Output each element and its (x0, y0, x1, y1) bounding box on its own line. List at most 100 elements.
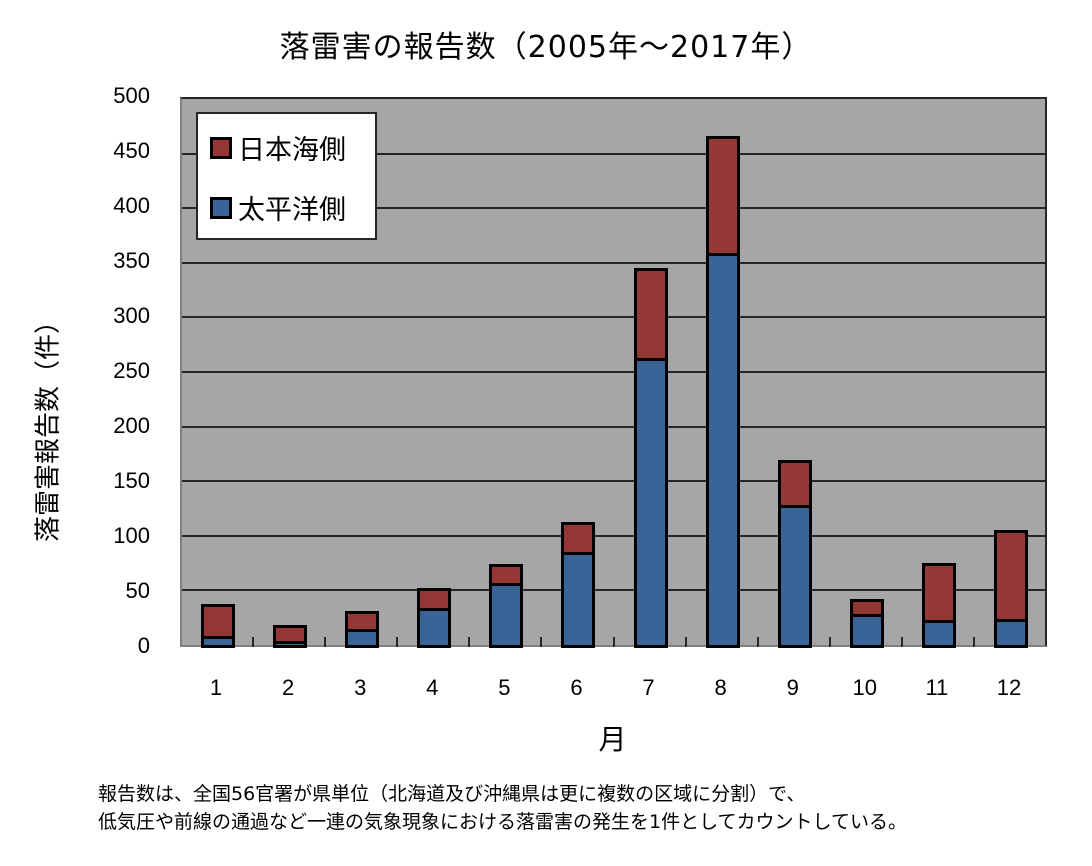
segment-japan-sea (492, 567, 521, 585)
segment-divider (780, 505, 809, 509)
segment-japan-sea (348, 614, 377, 631)
segment-divider (996, 618, 1025, 622)
x-tick-label: 4 (426, 675, 439, 700)
segment-divider (636, 358, 665, 361)
gridline (182, 589, 1045, 592)
segment-pacific (564, 554, 593, 645)
segment-pacific (780, 507, 809, 645)
segment-japan-sea (852, 602, 881, 616)
gridline (182, 316, 1045, 319)
segment-divider (492, 582, 521, 586)
x-tick-mark (900, 637, 903, 647)
bar-month-2 (273, 625, 308, 648)
y-tick-label: 0 (137, 633, 150, 658)
segment-japan-sea (636, 271, 665, 360)
x-tick-label: 5 (498, 675, 511, 700)
footnote-line-2: 低気圧や前線の通過など一連の気象現象における落雷害の発生を1件としてカウントして… (98, 811, 907, 833)
bar-month-8 (705, 136, 740, 648)
segment-japan-sea (276, 628, 305, 643)
x-tick-mark (468, 637, 471, 647)
legend-swatch-japan-sea (210, 136, 232, 159)
y-tick-label: 400 (113, 193, 150, 218)
x-tick-label: 8 (714, 675, 727, 700)
x-tick-mark (540, 637, 543, 647)
gridline (182, 261, 1045, 264)
bar-month-6 (561, 521, 596, 648)
y-tick-label: 450 (113, 138, 150, 163)
segment-japan-sea (204, 606, 233, 639)
legend-item-pacific: 太平洋側 (210, 188, 346, 227)
legend-item-japan-sea: 日本海側 (210, 128, 346, 167)
x-tick-label: 3 (354, 675, 367, 700)
x-tick-label: 2 (282, 675, 295, 700)
x-tick-mark (324, 637, 327, 647)
segment-japan-sea (420, 591, 449, 611)
segment-pacific (996, 620, 1025, 645)
segment-divider (420, 608, 449, 612)
segment-pacific (276, 642, 305, 645)
x-tick-label: 1 (209, 675, 223, 700)
segment-pacific (708, 255, 737, 645)
x-tick-mark (612, 637, 615, 647)
x-tick-label: 12 (996, 675, 1022, 700)
y-tick-label: 250 (113, 358, 150, 383)
bar-month-11 (921, 563, 956, 648)
y-tick-label: 500 (113, 83, 150, 108)
bar-month-3 (345, 611, 380, 648)
x-tick-label: 6 (570, 675, 583, 700)
bar-month-4 (417, 588, 452, 648)
segment-divider (708, 253, 737, 257)
segment-divider (204, 636, 233, 640)
legend-label-pacific: 太平洋側 (238, 195, 346, 226)
chart-title: 落雷害の報告数（2005年～2017年） (279, 30, 813, 65)
segment-pacific (636, 360, 665, 645)
footnote-line-1: 報告数は、全国56官署が県単位（北海道及び沖縄県は更に複数の区域に分割）で、 (98, 783, 806, 805)
legend: 日本海側 太平洋側 (196, 112, 377, 240)
y-tick-label: 50 (125, 578, 150, 603)
x-tick-mark (252, 637, 255, 647)
legend-label-japan-sea: 日本海側 (238, 135, 346, 166)
segment-divider (564, 552, 593, 556)
gridline (182, 534, 1045, 537)
gridline (182, 207, 1045, 210)
y-tick-label: 100 (113, 523, 150, 548)
segment-pacific (924, 622, 953, 645)
bar-month-9 (777, 460, 812, 648)
x-axis-label: 月 (598, 723, 627, 756)
segment-divider (276, 640, 305, 644)
x-tick-mark (972, 637, 975, 647)
gridline (182, 152, 1045, 155)
legend-swatch-pacific (210, 196, 232, 219)
y-tick-label: 300 (113, 303, 150, 328)
segment-pacific (492, 584, 521, 645)
x-tick-mark (828, 637, 831, 647)
y-tick-label: 150 (113, 468, 150, 493)
bar-month-7 (633, 268, 668, 648)
segment-pacific (420, 610, 449, 645)
y-tick-label: 350 (113, 248, 150, 273)
segment-pacific (348, 630, 377, 645)
segment-divider (852, 613, 881, 617)
x-tick-label: 7 (642, 675, 655, 700)
segment-japan-sea (564, 524, 593, 555)
segment-pacific (852, 615, 881, 645)
segment-japan-sea (708, 139, 737, 256)
x-tick-mark (756, 637, 759, 647)
x-tick-label: 9 (786, 675, 799, 700)
x-tick-label: 10 (852, 675, 878, 700)
gridline (182, 371, 1045, 373)
x-tick-label: 11 (925, 675, 949, 700)
bar-month-10 (849, 599, 884, 648)
plot-area: 日本海側 太平洋側 (180, 97, 1047, 648)
segment-pacific (204, 638, 233, 645)
segment-japan-sea (996, 533, 1025, 621)
x-tick-mark (684, 637, 687, 647)
x-tick-mark (396, 637, 399, 647)
bar-month-12 (993, 530, 1028, 648)
segment-divider (348, 628, 377, 632)
y-tick-label: 200 (113, 413, 150, 438)
gridline (182, 480, 1045, 483)
bar-month-1 (201, 603, 236, 648)
segment-japan-sea (780, 463, 809, 508)
bar-month-5 (489, 564, 524, 648)
